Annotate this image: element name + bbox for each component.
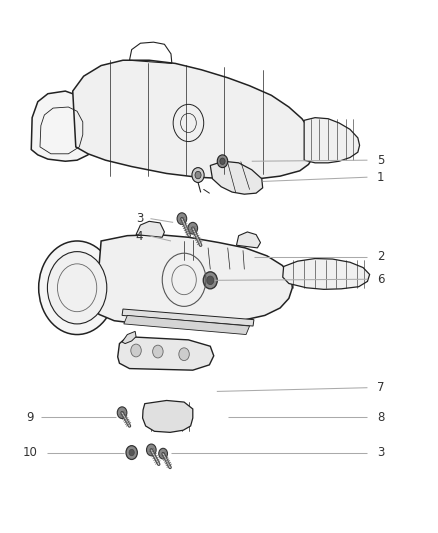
- Circle shape: [147, 444, 156, 456]
- Circle shape: [192, 167, 204, 182]
- Circle shape: [47, 252, 107, 324]
- Circle shape: [217, 155, 228, 167]
- Circle shape: [179, 348, 189, 361]
- Polygon shape: [304, 118, 360, 163]
- Polygon shape: [122, 309, 254, 326]
- Circle shape: [203, 272, 217, 289]
- Text: 2: 2: [377, 251, 384, 263]
- Circle shape: [126, 446, 138, 459]
- Text: 3: 3: [377, 446, 384, 459]
- Circle shape: [117, 407, 127, 418]
- Polygon shape: [136, 221, 164, 237]
- Text: 9: 9: [27, 411, 34, 424]
- Circle shape: [159, 448, 167, 459]
- Polygon shape: [124, 316, 250, 335]
- Polygon shape: [122, 332, 136, 344]
- Polygon shape: [210, 161, 263, 194]
- Text: 10: 10: [23, 446, 38, 459]
- Polygon shape: [204, 248, 253, 271]
- Circle shape: [39, 241, 116, 335]
- Text: 1: 1: [377, 171, 384, 184]
- Text: 8: 8: [377, 411, 384, 424]
- Circle shape: [207, 276, 214, 285]
- Circle shape: [195, 171, 201, 179]
- Text: 5: 5: [377, 154, 384, 167]
- Circle shape: [152, 345, 163, 358]
- Polygon shape: [73, 60, 315, 179]
- Circle shape: [188, 222, 198, 234]
- Circle shape: [129, 449, 134, 456]
- Polygon shape: [237, 232, 261, 248]
- Polygon shape: [283, 259, 370, 289]
- Text: 7: 7: [377, 381, 384, 394]
- Text: 4: 4: [136, 230, 143, 243]
- Circle shape: [131, 344, 141, 357]
- Polygon shape: [143, 400, 193, 432]
- Text: 3: 3: [136, 212, 143, 225]
- Polygon shape: [179, 239, 202, 261]
- Text: 6: 6: [377, 273, 384, 286]
- Polygon shape: [118, 337, 214, 370]
- Circle shape: [220, 158, 225, 165]
- Circle shape: [177, 213, 187, 224]
- Polygon shape: [31, 91, 95, 161]
- Polygon shape: [95, 235, 292, 325]
